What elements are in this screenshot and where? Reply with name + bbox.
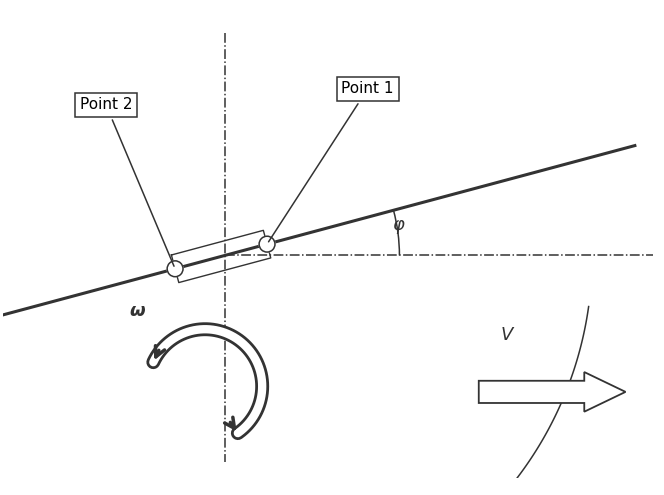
Polygon shape [479,372,625,412]
Text: Point 1: Point 1 [268,81,394,242]
Circle shape [259,236,275,252]
Text: φ: φ [392,216,404,234]
Text: ω: ω [130,302,145,320]
Text: Point 2: Point 2 [80,97,174,266]
Text: V: V [501,326,513,344]
Circle shape [167,261,183,277]
